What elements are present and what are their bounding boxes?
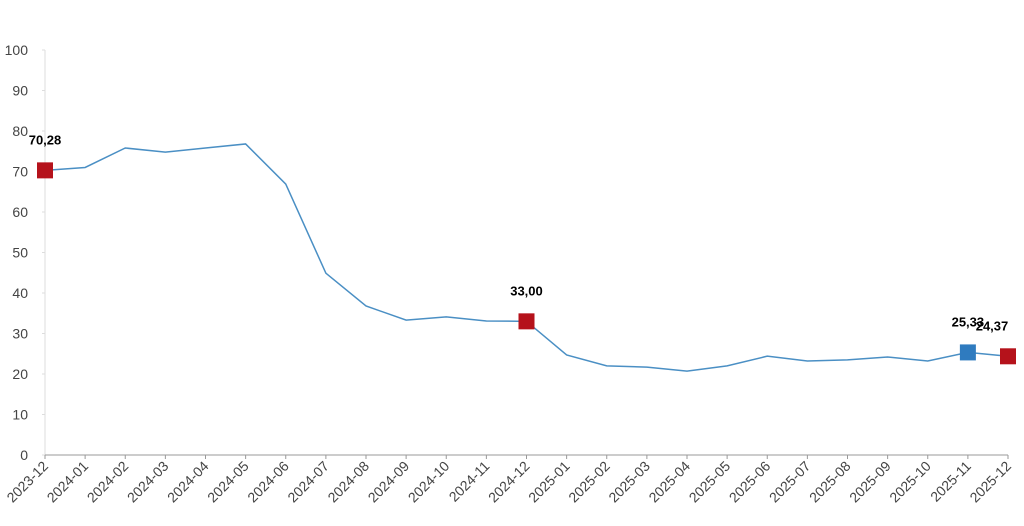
marker	[1000, 348, 1016, 365]
x-tick-label: 2023-12	[3, 458, 51, 506]
y-tick-label: 90	[12, 83, 28, 99]
x-tick-label: 2025-04	[645, 458, 693, 506]
x-tick-label: 2024-05	[204, 458, 252, 506]
y-tick-label: 10	[12, 407, 28, 423]
y-tick-label: 50	[12, 245, 28, 261]
x-tick-label: 2024-09	[365, 458, 413, 506]
y-tick-label: 30	[12, 326, 28, 342]
value-label: 70,28	[29, 132, 62, 147]
x-tick-label: 2024-10	[405, 458, 453, 506]
marker	[518, 313, 535, 330]
x-tick-label: 2025-07	[766, 458, 814, 506]
marker	[37, 162, 53, 179]
x-tick-label: 2025-12	[966, 458, 1014, 506]
x-tick-label: 2025-06	[726, 458, 774, 506]
x-tick-label: 2025-01	[525, 458, 573, 506]
x-tick-label: 2024-08	[324, 458, 372, 506]
y-tick-label: 40	[12, 285, 28, 301]
x-tick-label: 2025-10	[886, 458, 934, 506]
x-tick-label: 2025-05	[686, 458, 734, 506]
y-tick-label: 80	[12, 123, 28, 139]
x-tick-label: 2024-01	[44, 458, 92, 506]
x-tick-label: 2025-11	[927, 458, 974, 505]
x-tick-label: 2025-02	[565, 458, 613, 506]
x-tick-label: 2025-09	[846, 458, 894, 506]
x-tick-label: 2024-11	[446, 458, 493, 505]
x-tick-label: 2024-03	[124, 458, 172, 506]
value-label: 33,00	[510, 283, 543, 298]
x-tick-label: 2025-03	[605, 458, 653, 506]
y-tick-label: 0	[20, 447, 28, 463]
x-tick-label: 2025-08	[806, 458, 854, 506]
x-tick-label: 2024-12	[485, 458, 533, 506]
y-tick-label: 100	[5, 42, 29, 58]
marker	[959, 344, 976, 361]
x-tick-label: 2024-04	[164, 458, 212, 506]
x-tick-label: 2024-07	[284, 458, 332, 506]
value-label: 25,33	[952, 314, 985, 329]
value-label: 24,37	[976, 318, 1009, 333]
x-tick-label: 2024-02	[84, 458, 132, 506]
y-tick-label: 20	[12, 366, 28, 382]
y-tick-label: 60	[12, 204, 28, 220]
line	[44, 143, 1009, 372]
y-tick-label: 70	[12, 164, 28, 180]
x-tick-label: 2024-06	[244, 458, 292, 506]
